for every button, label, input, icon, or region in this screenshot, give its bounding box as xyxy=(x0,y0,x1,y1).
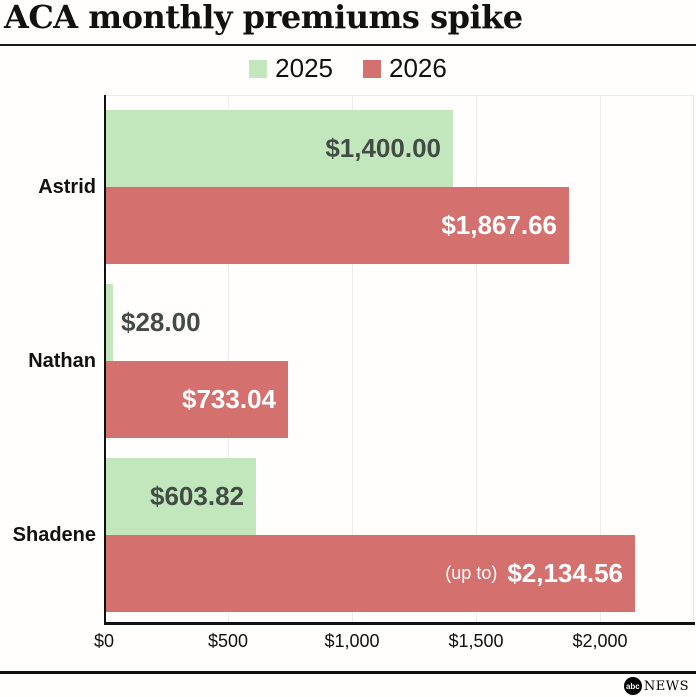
footer-divider xyxy=(0,671,696,674)
bar-value-text: $2,134.56 xyxy=(507,558,623,588)
category-label-astrid: Astrid xyxy=(38,176,96,198)
bar-value-text: $28.00 xyxy=(121,307,201,337)
bar-value-label: $1,867.66 xyxy=(106,187,557,264)
bar-astrid-2026 xyxy=(106,187,569,264)
abc-logo-icon: abc xyxy=(623,677,642,695)
bar-value-text: $733.04 xyxy=(182,384,276,414)
bar-astrid-2025 xyxy=(106,110,453,187)
x-tick-label: $2,000 xyxy=(572,631,628,651)
bar-nathan-2026 xyxy=(106,361,288,438)
x-tick-label: $1,500 xyxy=(448,631,504,651)
legend-label-2025: 2025 xyxy=(275,53,333,83)
abc-news-wordmark: NEWS xyxy=(643,678,689,694)
category-label-shadene: Shadene xyxy=(12,524,96,546)
x-tick-label: $0 xyxy=(93,631,115,651)
chart-legend: 2025 2026 xyxy=(0,53,696,84)
legend-label-2026: 2026 xyxy=(389,53,447,83)
bar-label-qualifier: (up to) xyxy=(445,563,498,583)
bar-value-text: $1,867.66 xyxy=(441,210,557,240)
legend-item-2025: 2025 xyxy=(249,53,333,84)
bar-value-text: $603.82 xyxy=(150,481,244,511)
page-title: ACA monthly premiums spike xyxy=(4,0,523,36)
x-tick-label: $500 xyxy=(207,631,249,651)
bar-value-label: $1,400.00 xyxy=(106,110,441,187)
y-axis-line xyxy=(104,95,106,623)
gridline xyxy=(600,95,601,622)
abc-news-logo: abc NEWS xyxy=(623,677,689,695)
bar-nathan-2025 xyxy=(106,284,113,361)
category-label-nathan: Nathan xyxy=(28,350,96,372)
title-divider xyxy=(0,44,696,46)
legend-swatch-2025 xyxy=(249,59,268,78)
plot-area xyxy=(104,95,694,623)
legend-item-2026: 2026 xyxy=(363,53,447,84)
bar-value-label: (up to) $2,134.56 xyxy=(106,535,623,612)
gridline xyxy=(352,95,353,622)
gridline xyxy=(228,95,229,622)
bar-value-label: $603.82 xyxy=(106,458,244,535)
x-tick-label: $1,000 xyxy=(324,631,380,651)
x-axis-line xyxy=(104,622,695,625)
bar-shadene-2025 xyxy=(106,458,256,535)
bar-value-label: $733.04 xyxy=(106,361,276,438)
gridline xyxy=(476,95,477,622)
bar-value-label: $28.00 xyxy=(121,284,201,361)
legend-swatch-2026 xyxy=(363,59,381,78)
bar-value-text: $1,400.00 xyxy=(325,133,441,163)
bar-shadene-2026 xyxy=(106,535,635,612)
